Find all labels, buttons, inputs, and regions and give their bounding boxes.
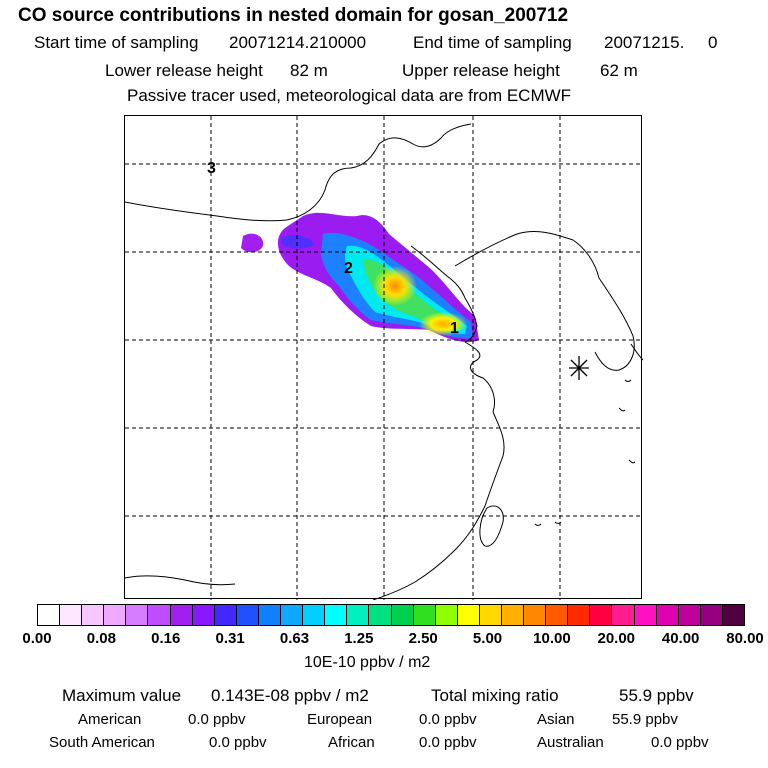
color-scale-segment xyxy=(722,605,744,625)
total-mixing-value: 55.9 ppbv xyxy=(619,686,694,705)
color-scale-segment xyxy=(325,605,348,625)
south-american-value: 0.0 ppbv xyxy=(209,734,267,751)
korea-peninsula xyxy=(594,277,635,371)
color-scale-segment xyxy=(678,605,701,625)
start-time-label: Start time of sampling xyxy=(34,33,199,52)
color-scale-segment xyxy=(501,605,525,625)
color-scale-segment xyxy=(236,605,259,625)
upper-release-label: Upper release height xyxy=(402,61,560,80)
color-scale-tick-label: 1.25 xyxy=(344,630,374,647)
color-scale-unit: 10E-10 ppbv / m2 xyxy=(304,654,431,671)
color-scale-segment xyxy=(413,605,436,625)
coast-bohai xyxy=(410,245,478,343)
color-scale-segment xyxy=(700,605,723,625)
lower-release-value: 82 m xyxy=(290,61,328,80)
source-marker-1: 1 xyxy=(450,320,459,337)
color-scale-tick-label: 80.00 xyxy=(726,630,764,647)
plume-blob-west xyxy=(241,233,264,253)
australian-label: Australian xyxy=(537,734,604,751)
total-mixing-label: Total mixing ratio xyxy=(431,686,559,705)
asian-value: 55.9 ppbv xyxy=(612,711,678,728)
color-scale-tick-label: 0.08 xyxy=(86,630,116,647)
african-value: 0.0 ppbv xyxy=(419,734,477,751)
plot-title: CO source contributions in nested domain… xyxy=(18,5,569,26)
coast-east xyxy=(372,411,505,600)
japan-fragment xyxy=(630,343,643,361)
end-time-label: End time of sampling xyxy=(413,33,572,52)
color-scale-tick-label: 0.63 xyxy=(279,630,310,647)
map-panel: 1 2 3 xyxy=(124,115,643,600)
color-scale-segment xyxy=(612,605,635,625)
south-american-label: South American xyxy=(49,734,155,751)
color-scale-bar xyxy=(37,604,745,626)
hotspot-source xyxy=(419,312,467,336)
color-scale-segment xyxy=(391,605,414,625)
color-scale-segment xyxy=(546,605,569,625)
color-scale-tick-label: 20.00 xyxy=(597,630,636,647)
color-scale-segment xyxy=(590,605,613,625)
color-scale-tick-label: 5.00 xyxy=(472,630,503,647)
african-label: African xyxy=(328,734,375,751)
receptor-asterisk-icon xyxy=(569,356,589,380)
color-scale-segment xyxy=(258,605,282,625)
upper-release-value: 62 m xyxy=(600,61,638,80)
color-scale-tick-label: 0.00 xyxy=(22,630,52,647)
color-scale-tick-label: 10.00 xyxy=(533,630,571,647)
color-scale-segment xyxy=(303,605,326,625)
color-scale-segment xyxy=(568,605,591,625)
korea-border xyxy=(454,231,600,279)
color-scale-segment xyxy=(38,605,61,625)
start-time-value: 20071214.210000 xyxy=(229,33,367,52)
color-scale-segment xyxy=(170,605,193,625)
color-scale-segment xyxy=(214,605,237,625)
source-marker-3: 3 xyxy=(207,160,216,177)
color-scale-segment xyxy=(656,605,679,625)
coast-south xyxy=(125,575,236,586)
max-value-label: Maximum value xyxy=(62,686,182,705)
color-scale-tick-label: 0.16 xyxy=(151,630,181,647)
color-scale-segment xyxy=(148,605,171,625)
american-label: American xyxy=(78,711,142,728)
color-scale-segment xyxy=(479,605,502,625)
asian-label: Asian xyxy=(537,711,575,728)
color-scale-segment xyxy=(435,605,458,625)
taiwan xyxy=(479,505,504,547)
color-scale-tick-label: 2.50 xyxy=(408,630,438,647)
color-scale-segment xyxy=(60,605,83,625)
hotspot-central xyxy=(373,266,417,306)
color-scale-segment xyxy=(347,605,370,625)
coastlines xyxy=(125,123,643,600)
australian-value: 0.0 ppbv xyxy=(651,734,709,751)
color-scale-segment xyxy=(524,605,547,625)
european-label: European xyxy=(307,711,373,728)
islands xyxy=(534,379,636,526)
color-scale-segment xyxy=(369,605,392,625)
european-value: 0.0 ppbv xyxy=(419,711,477,728)
tracer-note: Passive tracer used, meteorological data… xyxy=(127,86,572,105)
color-scale-segment xyxy=(457,605,480,625)
color-scale-segment xyxy=(104,605,127,625)
color-scale-tick-label: 40.00 xyxy=(661,630,700,647)
map-canvas: 1 2 3 xyxy=(125,116,643,600)
lower-release-label: Lower release height xyxy=(105,61,263,80)
color-scale-segment xyxy=(281,605,304,625)
color-scale-segment xyxy=(82,605,105,625)
end-time-value: 20071215. 0 xyxy=(604,33,718,52)
border-north xyxy=(125,123,472,222)
shandong xyxy=(464,341,496,413)
color-scale-tick-label: 0.31 xyxy=(215,630,245,647)
color-scale-segment xyxy=(634,605,657,625)
plume-blob-west-2 xyxy=(281,235,315,249)
color-scale-segment xyxy=(126,605,149,625)
color-scale-segment xyxy=(192,605,215,625)
concentration-plume xyxy=(241,212,479,343)
max-value: 0.143E-08 ppbv / m2 xyxy=(211,686,369,705)
source-marker-2: 2 xyxy=(344,260,353,277)
graticule xyxy=(125,116,643,600)
american-value: 0.0 ppbv xyxy=(188,711,246,728)
